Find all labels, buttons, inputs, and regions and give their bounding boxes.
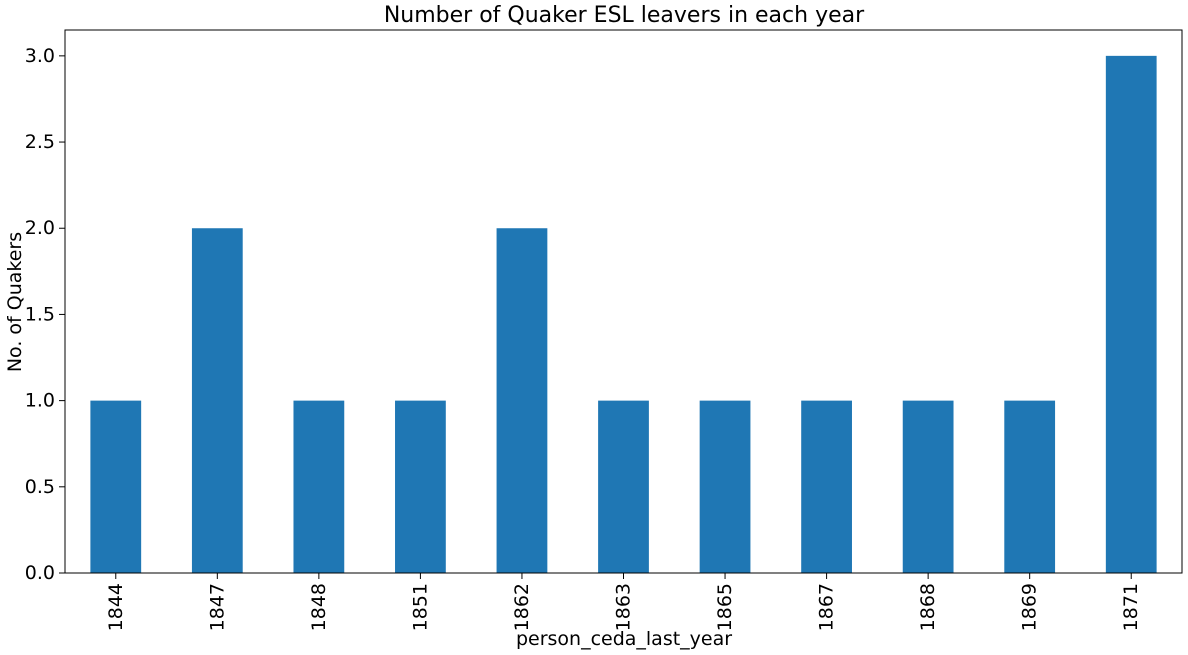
y-axis: 0.0 0.5 1.0 1.5 2.0 2.5 3.0 (25, 45, 65, 584)
x-tick-label: 1847 (206, 583, 228, 631)
x-tick-label: 1871 (1120, 583, 1142, 631)
x-tick-label: 1848 (308, 583, 330, 631)
bar-1863 (598, 400, 649, 573)
x-tick-label: 1865 (714, 583, 736, 631)
y-tick-label: 0.5 (25, 476, 55, 498)
bars-group (90, 55, 1157, 574)
y-tick-label: 2.0 (25, 217, 55, 239)
bar-1848 (293, 400, 345, 573)
y-tick-label: 2.5 (25, 131, 55, 153)
x-tick-label: 1862 (511, 583, 533, 631)
bar-1867 (801, 400, 852, 573)
bar-1851 (395, 400, 446, 573)
x-tick-label: 1869 (1019, 583, 1041, 631)
y-tick-label: 3.0 (25, 45, 55, 67)
x-axis-label: person_ceda_last_year (516, 628, 732, 650)
x-tick-label: 1863 (613, 583, 635, 631)
x-tick-label: 1851 (409, 583, 431, 631)
bar-1844 (90, 400, 142, 573)
y-tick-label: 1.5 (25, 303, 55, 325)
bar-1862 (496, 228, 548, 573)
bar-1869 (1004, 400, 1056, 573)
x-tick-label: 1868 (917, 583, 939, 631)
chart-title: Number of Quaker ESL leavers in each yea… (384, 3, 865, 28)
x-tick-label: 1867 (816, 583, 838, 631)
bar-1868 (902, 400, 954, 573)
bar-1847 (191, 228, 243, 573)
x-axis: 1844 1847 1848 1851 1862 1863 1865 1867 1868 1869… (105, 573, 1142, 631)
y-tick-label: 1.0 (25, 390, 55, 412)
bar-1865 (699, 400, 751, 573)
x-tick-label: 1844 (105, 583, 127, 631)
y-axis-label: No. of Quakers (4, 232, 26, 372)
y-tick-label: 0.0 (25, 562, 55, 584)
bar-1871 (1105, 55, 1157, 574)
